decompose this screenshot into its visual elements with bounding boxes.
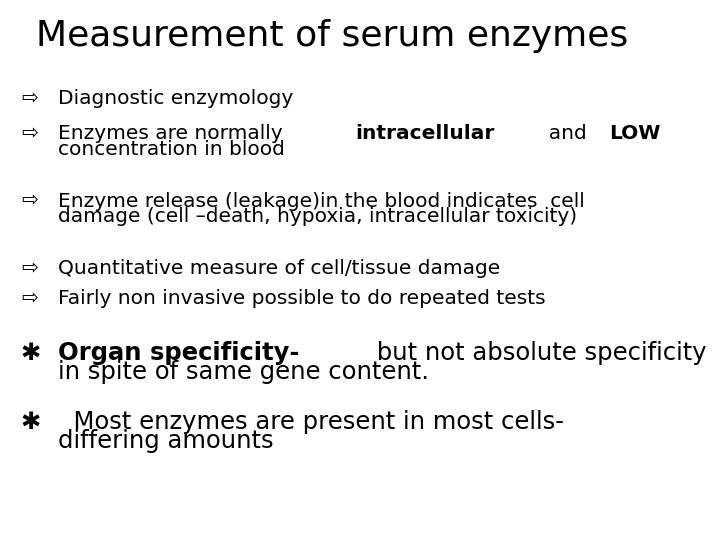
Text: and: and xyxy=(536,124,593,143)
Text: Quantitative measure of cell/tissue damage: Quantitative measure of cell/tissue dama… xyxy=(58,259,500,278)
Text: ⇨: ⇨ xyxy=(22,124,38,143)
Text: Most enzymes are present in most cells-: Most enzymes are present in most cells- xyxy=(58,410,564,434)
Text: Organ specificity-: Organ specificity- xyxy=(58,341,299,365)
Text: Enzyme release (leakage)in the blood indicates  cell: Enzyme release (leakage)in the blood ind… xyxy=(58,192,585,211)
Text: ✱: ✱ xyxy=(20,410,40,434)
Text: damage (cell –death, hypoxia, intracellular toxicity): damage (cell –death, hypoxia, intracellu… xyxy=(58,207,577,226)
Text: differing amounts: differing amounts xyxy=(58,429,273,454)
Text: Fairly non invasive possible to do repeated tests: Fairly non invasive possible to do repea… xyxy=(58,289,545,308)
Text: Enzymes are normally: Enzymes are normally xyxy=(58,124,289,143)
Text: intracellular: intracellular xyxy=(356,124,495,143)
Text: ⇨: ⇨ xyxy=(22,192,38,211)
Text: LOW: LOW xyxy=(609,124,661,143)
Text: ⇨: ⇨ xyxy=(22,89,38,108)
Text: ⇨: ⇨ xyxy=(22,289,38,308)
Text: ✱: ✱ xyxy=(20,341,40,365)
Text: ⇨: ⇨ xyxy=(22,259,38,278)
Text: concentration in blood: concentration in blood xyxy=(58,140,284,159)
Text: in spite of same gene content.: in spite of same gene content. xyxy=(58,360,428,384)
Text: but not absolute specificity: but not absolute specificity xyxy=(369,341,707,365)
Text: Measurement of serum enzymes: Measurement of serum enzymes xyxy=(36,19,629,53)
Text: Diagnostic enzymology: Diagnostic enzymology xyxy=(58,89,293,108)
